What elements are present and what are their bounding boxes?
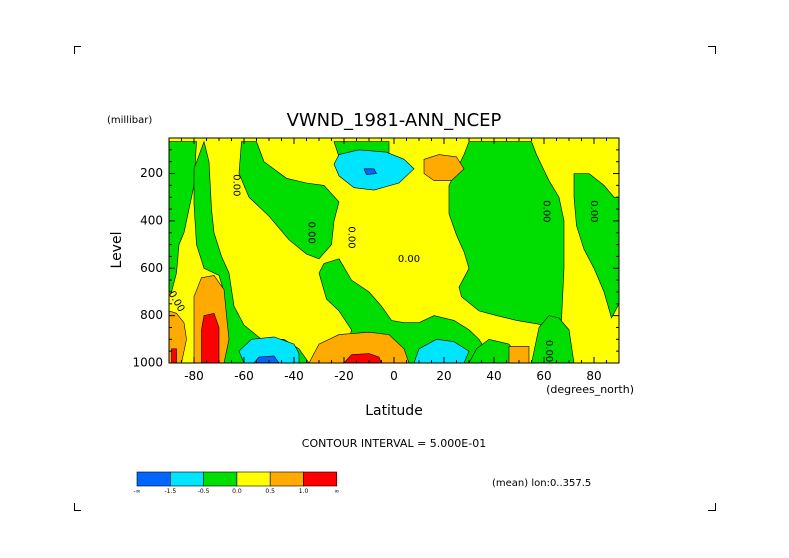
x-tick-label: -40 [284, 369, 304, 383]
contour-region-22 [508, 346, 530, 363]
colorbar-tick-label: -0.5 [198, 488, 210, 495]
x-tick-label: 20 [436, 369, 451, 383]
crop-mark-bottom-left [74, 503, 81, 511]
colorbar-tick-label: -1.5 [164, 488, 176, 495]
contour-regions [169, 140, 619, 363]
contour-region-21 [171, 348, 177, 363]
x-tick-label: 60 [536, 369, 551, 383]
y-units-label: (millibar) [107, 115, 152, 126]
y-axis: 200 400 600 800 1000 [132, 137, 619, 370]
contour-interval-text: CONTOUR INTERVAL = 5.000E-01 [302, 437, 486, 450]
mean-lon-footnote: (mean) lon:0..357.5 [492, 478, 591, 489]
contour-region-16 [308, 331, 410, 363]
colorbar: -∞ -1.5 -0.5 0.0 0.5 1.0 ∞ [133, 471, 339, 495]
contour-region-13 [238, 336, 300, 363]
contour-region-6 [448, 141, 565, 328]
contour-region-12 [423, 154, 465, 181]
y-tick-label: 800 [140, 308, 163, 322]
x-axis-label: Latitude [365, 403, 423, 419]
x-axis: -80 -60 -40 -20 0 20 40 60 80 [168, 138, 620, 383]
colorbar-swatch [303, 471, 338, 487]
y-axis-label: Level [109, 232, 125, 269]
colorbar-tick-label: 1.0 [299, 488, 309, 495]
colorbar-tick-label: 0.5 [265, 488, 275, 495]
contour-region-3 [238, 141, 340, 260]
contour-region-7 [573, 173, 619, 319]
colorbar-swatch [203, 471, 238, 487]
contour-region-11 [363, 168, 377, 176]
contour-region-17 [343, 353, 382, 363]
plot-area: 0.000.00 0.000.000.00 0.000.000.00 [169, 138, 619, 363]
contour-label: 0.00 [541, 200, 552, 222]
colorbar-swatch [170, 471, 204, 487]
colorbar-tick-label: ∞ [334, 488, 339, 495]
x-tick-label: 40 [486, 369, 501, 383]
y-tick-label: 1000 [132, 356, 163, 370]
contour-label: 0.00 [346, 226, 357, 248]
contour-region-15 [413, 338, 470, 363]
colorbar-swatch [236, 471, 271, 487]
contour-label: 0.00 [306, 222, 317, 244]
x-tick-label: -60 [234, 369, 254, 383]
contour-region-19 [201, 312, 220, 363]
y-tick-label: 200 [140, 166, 163, 180]
colorbar-tick-label: 0.0 [232, 488, 242, 495]
crop-mark-top-left [74, 46, 81, 54]
contour-label: 0.00 [231, 174, 242, 196]
chart-title: VWND_1981-ANN_NCEP [287, 110, 502, 131]
x-tick-label: 80 [586, 369, 601, 383]
contour-label: 0.00 [543, 340, 554, 362]
x-tick-label: -20 [334, 369, 354, 383]
colorbar-swatch [269, 471, 304, 487]
y-tick-label: 400 [140, 213, 163, 227]
contour-label: 0.00 [588, 200, 599, 222]
colorbar-tick-label: -∞ [133, 488, 140, 495]
crop-mark-top-right [708, 46, 716, 54]
x-units-label: (degrees_north) [546, 383, 634, 396]
crop-mark-bottom-right [708, 503, 716, 511]
contour-label: 0.00 [398, 254, 420, 265]
crop-marks [74, 46, 716, 511]
x-tick-label: -80 [184, 369, 204, 383]
colorbar-swatch [136, 471, 171, 487]
x-tick-label: 0 [390, 369, 398, 383]
contour-region-14 [253, 355, 280, 363]
contour-region-8 [531, 315, 575, 363]
y-tick-label: 600 [140, 261, 163, 275]
